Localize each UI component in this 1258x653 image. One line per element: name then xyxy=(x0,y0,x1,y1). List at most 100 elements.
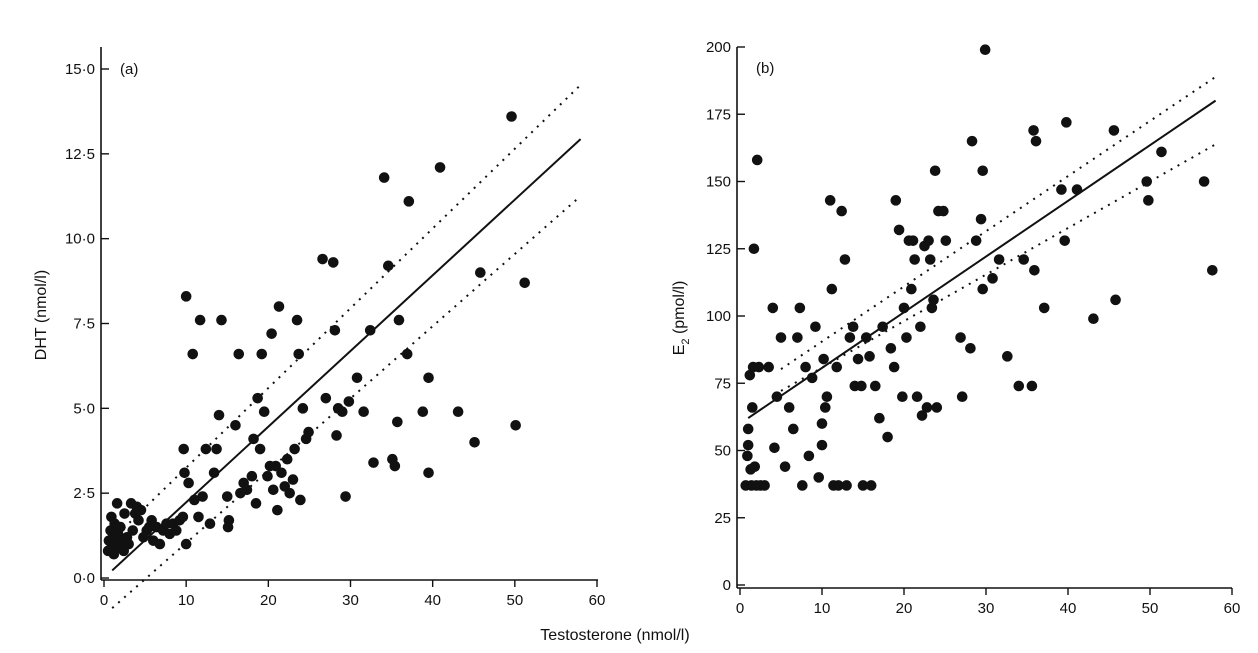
panel-b-x-tick-label: 20 xyxy=(896,600,913,617)
panel-b-fit-lines xyxy=(747,76,1217,419)
panel-a-data-point xyxy=(519,277,530,289)
panel-a-data-point xyxy=(197,491,208,502)
panel-a-data-point xyxy=(289,443,300,455)
panel-a-y-tick-label: 10·0 xyxy=(65,231,95,248)
panel-b-data-point xyxy=(928,294,939,306)
panel-b-ticks: 0 10 20 30 40 50 60 0 25 50 75 100 125 150 175 200 xyxy=(706,39,1240,617)
panel-b-data-point xyxy=(1056,184,1067,195)
panel-b-data-point xyxy=(744,369,756,381)
panel-b-data-point xyxy=(824,195,836,206)
panel-b-data-point xyxy=(916,410,928,421)
panel-b-data-point xyxy=(1030,135,1042,147)
panel-b-data-point xyxy=(931,402,943,413)
panel-a-data-point xyxy=(320,392,332,404)
panel-a-data-point xyxy=(233,348,245,360)
panel-a-data-point xyxy=(423,372,434,384)
panel-b-data-point xyxy=(1207,264,1218,276)
panel-a-y-tick-label: 2·5 xyxy=(73,485,95,502)
panel-b-data-point xyxy=(767,302,779,314)
panel-a-data-point xyxy=(187,348,199,360)
panel-b-y-tick-label: 25 xyxy=(714,510,731,527)
panel-a-data-point xyxy=(256,348,268,360)
panel-a-x-tick-label: 10 xyxy=(178,592,195,609)
panel-a-y-tick-label: 5·0 xyxy=(73,400,95,417)
panel-b-data-point xyxy=(816,439,828,451)
panel-b-data-point xyxy=(955,332,966,343)
panel-b-data-point xyxy=(763,361,774,373)
panel-b-axes xyxy=(736,47,1232,589)
panel-b-y-tick-label: 175 xyxy=(706,106,731,123)
panel-b-data-point xyxy=(1026,380,1038,392)
panel-b-data-point xyxy=(788,423,799,435)
panel-b-data-point xyxy=(1141,176,1153,187)
panel-a-data-point xyxy=(510,420,521,431)
panel-b-data-point xyxy=(966,135,978,147)
panel-a-data-point xyxy=(297,403,309,414)
panel-b-data-point xyxy=(901,332,912,343)
panel-b-data-point xyxy=(921,402,933,413)
panel-b-data-point xyxy=(897,391,908,403)
panel-a-data-point xyxy=(194,314,206,326)
panel-a-data-point xyxy=(276,467,287,479)
panel-b-data-point xyxy=(759,480,770,491)
panel-b-regression-line xyxy=(747,99,1217,419)
panel-b-label: (b) xyxy=(756,60,774,77)
panel-b-data-point xyxy=(907,235,919,246)
panel-b-data-point xyxy=(748,243,760,255)
panel-b-data-point xyxy=(742,450,753,462)
panel-b-x-tick-label: 30 xyxy=(978,600,995,617)
panel-b-data-point xyxy=(852,353,864,365)
panel-a-data-point xyxy=(258,406,270,418)
panel-a-data-point xyxy=(223,515,235,526)
panel-a-fit-lines xyxy=(111,84,582,609)
panel-b-data-point xyxy=(987,273,998,284)
panel-a-data-point xyxy=(364,324,376,336)
panel-a-y-tick-label: 0·0 xyxy=(73,570,95,587)
panel-b-points xyxy=(740,44,1218,491)
panel-b-data-point xyxy=(818,353,829,365)
panel-b-data-point xyxy=(926,302,938,314)
panel-b-data-point xyxy=(769,442,780,454)
panel-b-y-tick-label: 100 xyxy=(706,308,731,325)
panel-b-x-tick-label: 40 xyxy=(1060,600,1077,617)
panel-b-data-point xyxy=(909,254,920,265)
panel-a-data-point xyxy=(246,470,258,482)
panel-a-ticks: 0 10 20 30 40 50 60 0·0 2·5 5·0 7·5 10·0 12·5 15·0 xyxy=(65,61,605,609)
panel-a-x-tick-label: 20 xyxy=(260,592,277,609)
panel-b-data-point xyxy=(1071,184,1083,195)
shared-x-axis-title: Testosterone (nmol/l) xyxy=(540,627,689,644)
panel-a-x-tick-label: 0 xyxy=(100,592,108,609)
panel-a-data-point xyxy=(133,515,144,526)
panel-b-data-point xyxy=(938,205,949,217)
panel-b-data-point xyxy=(1198,176,1210,187)
panel-b-data-point xyxy=(797,480,808,491)
panel-a-x-tick-label: 60 xyxy=(589,592,606,609)
panel-a-data-point xyxy=(266,328,277,339)
panel-a-data-point xyxy=(178,443,190,455)
panel-b-data-point xyxy=(775,332,787,343)
panel-a-data-point xyxy=(423,467,434,479)
panel-b-data-point xyxy=(819,402,831,413)
panel-b-data-point xyxy=(794,302,806,314)
panel-b-y-axis-title: E2 (pmol/l) xyxy=(671,281,692,356)
panel-b-ci-upper-line xyxy=(780,76,1217,370)
panel-a-data-point xyxy=(179,467,190,479)
panel-a-data-point xyxy=(378,172,390,183)
panel-a-data-point xyxy=(177,511,189,523)
panel-a-data-point xyxy=(403,196,415,207)
panel-b-data-point xyxy=(792,332,803,343)
panel-a-data-point xyxy=(284,487,295,499)
panel-a-data-point xyxy=(248,433,259,445)
panel-a-data-point xyxy=(216,314,227,326)
panel-b-data-point xyxy=(975,213,987,225)
panel-a-x-tick-label: 30 xyxy=(342,592,359,609)
panel-b-data-point xyxy=(888,361,900,373)
panel-b-data-point xyxy=(965,342,976,354)
panel-a-data-point xyxy=(340,491,351,502)
panel-b-data-point xyxy=(742,439,754,451)
panel-a-data-point xyxy=(193,511,204,523)
panel-b-data-point xyxy=(893,224,905,236)
panel-b-data-point xyxy=(877,321,888,333)
panel-a-data-point xyxy=(452,406,464,418)
